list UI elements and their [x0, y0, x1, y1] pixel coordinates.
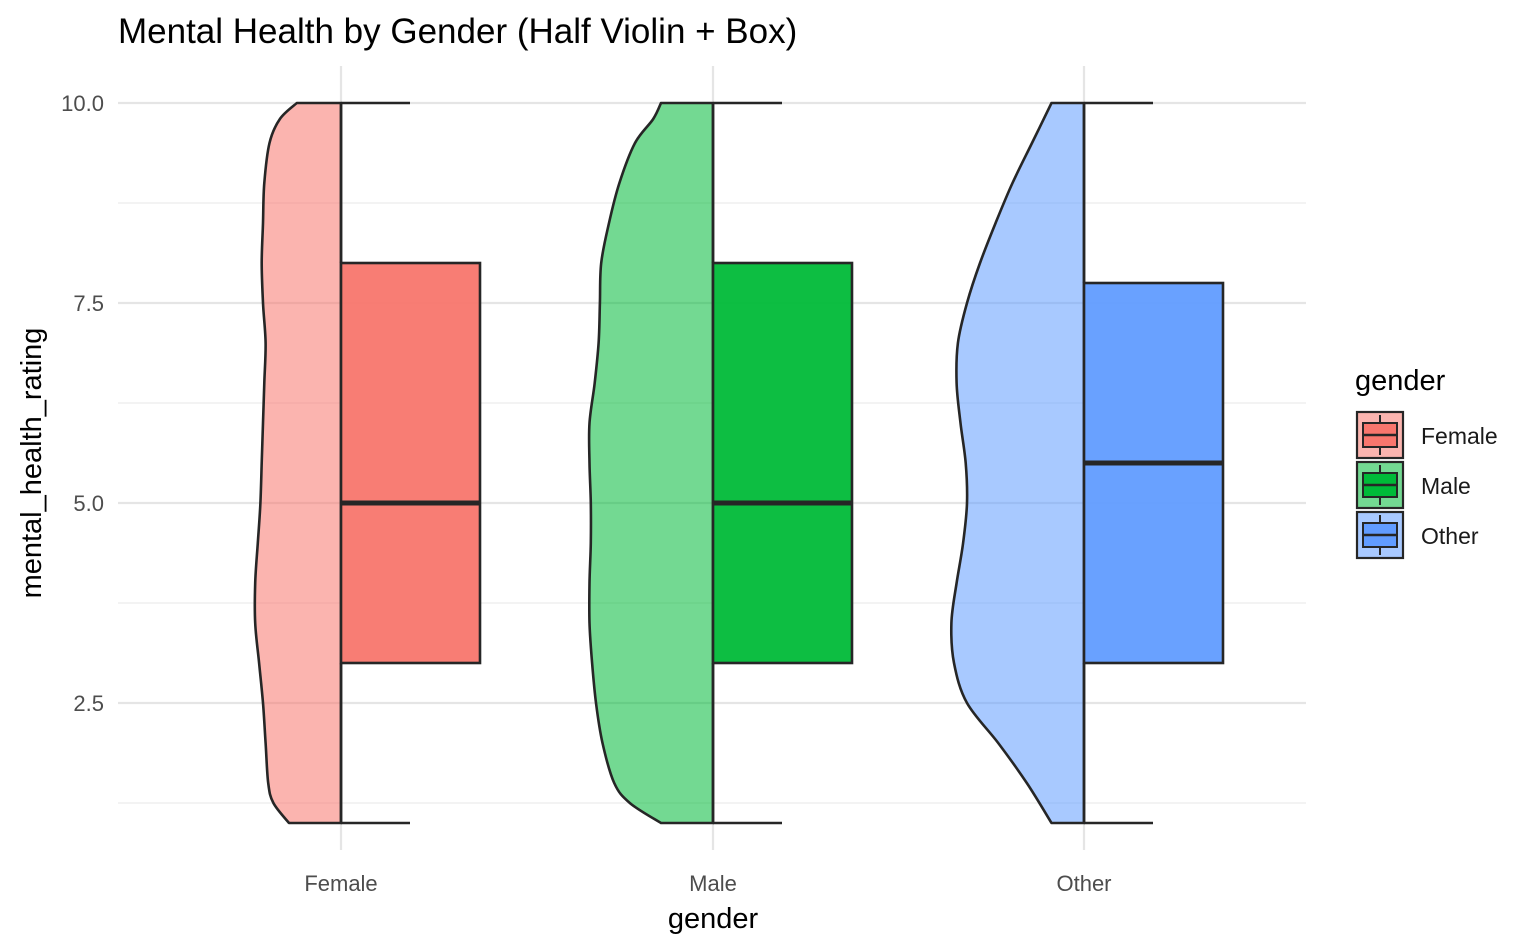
box-other	[1082, 281, 1225, 665]
legend-item-female: Female	[1355, 410, 1498, 460]
x-axis-title: gender	[668, 903, 759, 935]
box-female	[339, 261, 482, 665]
y-axis-tick-labels: 2.5 5.0 7.5 10.0	[61, 91, 104, 716]
legend-label-other: Other	[1421, 523, 1479, 549]
legend-items: Female Male Other	[1355, 410, 1498, 560]
violin-male	[587, 101, 715, 825]
violin-other	[949, 101, 1086, 825]
x-tick-label-other: Other	[1056, 871, 1111, 896]
legend-label-female: Female	[1421, 423, 1498, 449]
legend-label-male: Male	[1421, 473, 1471, 499]
x-tick-label-male: Male	[689, 871, 737, 896]
plot-panel	[118, 66, 1306, 850]
x-axis-tick-labels: Female Male Other	[304, 871, 1111, 896]
legend-item-male: Male	[1355, 460, 1471, 510]
chart-title: Mental Health by Gender (Half Violin + B…	[118, 12, 797, 51]
box-layer	[339, 101, 1225, 825]
legend-title: gender	[1355, 365, 1446, 397]
box-male	[711, 261, 854, 665]
legend-item-other: Other	[1355, 510, 1479, 560]
y-tick-label: 2.5	[73, 691, 104, 716]
x-tick-label-female: Female	[304, 871, 377, 896]
violin-female	[253, 101, 343, 825]
legend: gender Female Male Other	[1355, 365, 1498, 560]
y-tick-label: 7.5	[73, 291, 104, 316]
y-tick-label: 10.0	[61, 91, 104, 116]
y-axis-title: mental_health_rating	[16, 328, 48, 599]
y-tick-label: 5.0	[73, 491, 104, 516]
violin-layer	[253, 101, 1086, 825]
